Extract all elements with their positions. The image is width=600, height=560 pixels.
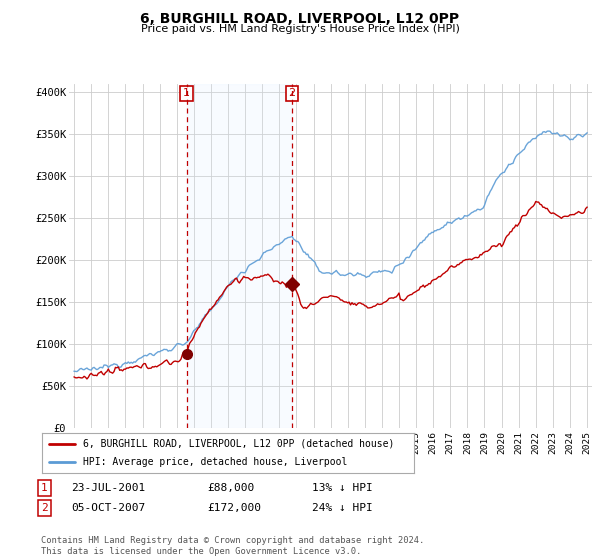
Text: HPI: Average price, detached house, Liverpool: HPI: Average price, detached house, Live…	[83, 458, 347, 467]
Text: £172,000: £172,000	[207, 503, 261, 513]
Text: 2: 2	[289, 88, 296, 99]
Text: 6, BURGHILL ROAD, LIVERPOOL, L12 0PP: 6, BURGHILL ROAD, LIVERPOOL, L12 0PP	[140, 12, 460, 26]
Text: 13% ↓ HPI: 13% ↓ HPI	[312, 483, 373, 493]
Text: Contains HM Land Registry data © Crown copyright and database right 2024.
This d: Contains HM Land Registry data © Crown c…	[41, 536, 424, 556]
Text: 05-OCT-2007: 05-OCT-2007	[71, 503, 145, 513]
Text: 23-JUL-2001: 23-JUL-2001	[71, 483, 145, 493]
Text: £88,000: £88,000	[207, 483, 254, 493]
Text: 6, BURGHILL ROAD, LIVERPOOL, L12 0PP (detached house): 6, BURGHILL ROAD, LIVERPOOL, L12 0PP (de…	[83, 439, 394, 449]
Text: 24% ↓ HPI: 24% ↓ HPI	[312, 503, 373, 513]
Text: 2: 2	[41, 503, 47, 513]
Bar	[187, 84, 292, 428]
Text: Price paid vs. HM Land Registry's House Price Index (HPI): Price paid vs. HM Land Registry's House …	[140, 24, 460, 34]
Text: 1: 1	[41, 483, 47, 493]
Text: 1: 1	[183, 88, 190, 99]
